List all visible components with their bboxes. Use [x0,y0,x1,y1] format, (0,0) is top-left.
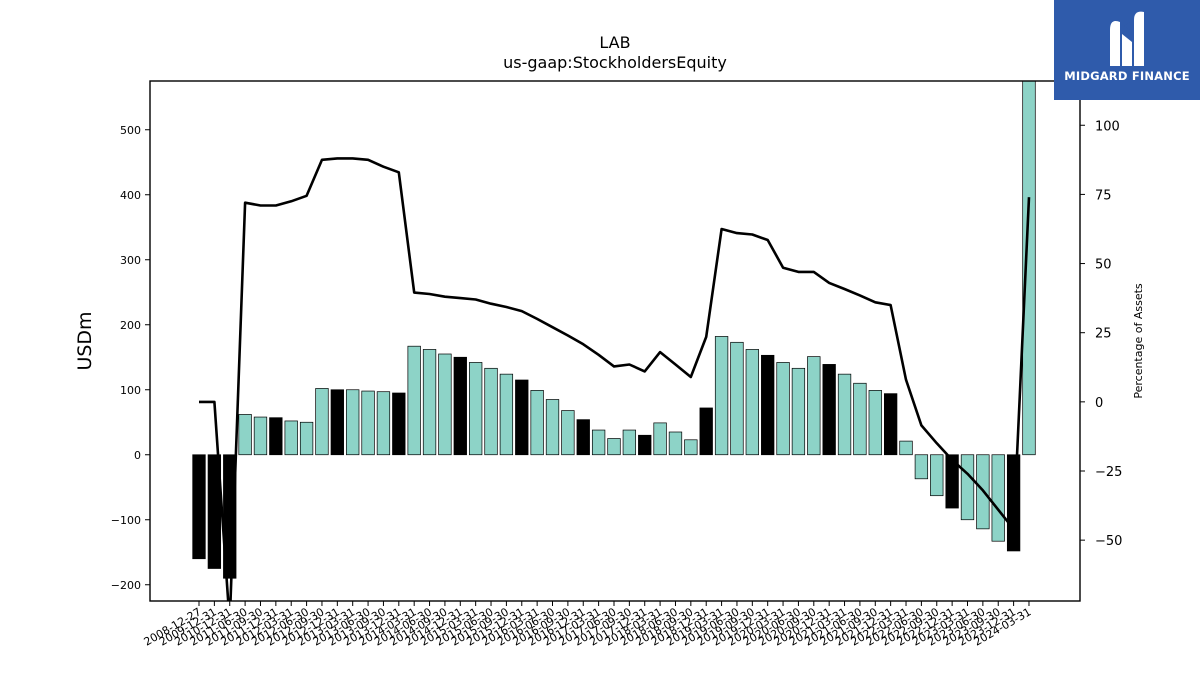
y2-tick-label: −50 [1095,534,1122,549]
bar-2021-12-31 [883,393,898,456]
bar-2012-06-30 [299,421,314,456]
bar-2019-06-30 [730,341,744,456]
bar-2022-03-31 [899,440,913,456]
chart-title: LAB [599,33,630,52]
bar-2020-03-31 [776,362,790,456]
bar-2018-03-31 [653,422,667,456]
bar-2020-12-31 [822,364,836,456]
y2-tick-label: 0 [1095,396,1103,411]
y-tick-label: 300 [120,254,141,267]
bar-2017-03-31 [591,429,606,456]
bar-2013-12-31 [392,392,406,456]
bar-2018-09-30 [684,439,698,456]
chart-subtitle: us-gaap:StockholdersEquity [503,53,727,72]
bar-2020-06-30 [791,367,806,456]
bar-2019-12-31 [761,354,775,456]
bar-2012-12-31 [330,389,344,456]
bar-2024-03-31 [1022,81,1036,456]
y-tick-label: 0 [134,449,141,462]
bar-2011-06-30 [238,414,252,456]
logo-text: MIDGARD FINANCE [1064,69,1190,83]
bar-2018-12-31 [699,407,713,456]
y2-tick-label: 100 [1095,119,1120,134]
y-tick-label: 200 [120,319,141,332]
bar-2015-03-31 [469,362,483,456]
bar-2021-09-30 [868,390,882,456]
bar-2014-12-31 [453,356,467,456]
bar-2015-12-31 [515,379,529,456]
plot-frame [149,80,1081,602]
bar-2015-06-30 [484,367,498,456]
bar-2016-09-30 [561,410,575,456]
bar-2011-09-30 [253,416,268,456]
bar-2016-03-31 [530,390,544,456]
percentage-of-assets-line [199,157,1031,601]
midgard-finance-logo: MIDGARD FINANCE [1054,0,1200,100]
y2-axis-label: Percentage of Assets [1132,283,1145,399]
bar-2021-03-31 [837,373,852,456]
y-tick-label: −200 [111,579,141,592]
y-tick-label: 100 [120,384,141,397]
bar-2014-06-30 [422,349,437,456]
bar-2019-03-31 [714,336,729,456]
y2-tick-label: −25 [1095,465,1122,480]
bar-2023-09-30 [991,454,1005,542]
bar-2018-06-30 [668,431,683,456]
bar-2021-06-30 [853,382,867,456]
bar-2017-06-30 [607,438,621,456]
bar-2016-06-30 [545,399,560,456]
bar-2017-09-30 [622,429,637,456]
bar-2012-03-31 [284,420,298,456]
y-tick-label: 500 [120,124,141,137]
bar-2013-03-31 [346,389,360,456]
logo-mark-icon [1110,11,1144,66]
bar-2022-09-30 [930,454,944,497]
bar-2022-12-31 [945,454,959,509]
bar-2022-06-30 [914,454,929,480]
bar-2023-03-31 [960,454,975,521]
bar-2019-09-30 [745,349,759,456]
bar-2012-09-30 [315,388,329,456]
bar-2011-12-31 [269,417,283,456]
y-tick-label: −100 [111,514,141,527]
bar-2008-12-27 [192,454,206,560]
y-axis-label: USDm [74,311,96,370]
y2-tick-label: 25 [1095,327,1112,342]
bar-2013-09-30 [376,391,391,456]
y2-tick-label: 75 [1095,188,1112,203]
bar-2014-03-31 [407,345,421,456]
y-tick-label: 400 [120,189,141,202]
bar-2015-09-30 [499,373,514,456]
bar-2009-12-31 [207,454,222,569]
bar-2016-12-31 [576,419,590,456]
bar-2017-12-31 [638,434,652,456]
y2-tick-label: 50 [1095,258,1112,273]
bar-2013-06-30 [361,390,375,456]
bar-2014-09-30 [438,353,452,456]
bar-2020-09-30 [807,356,821,456]
